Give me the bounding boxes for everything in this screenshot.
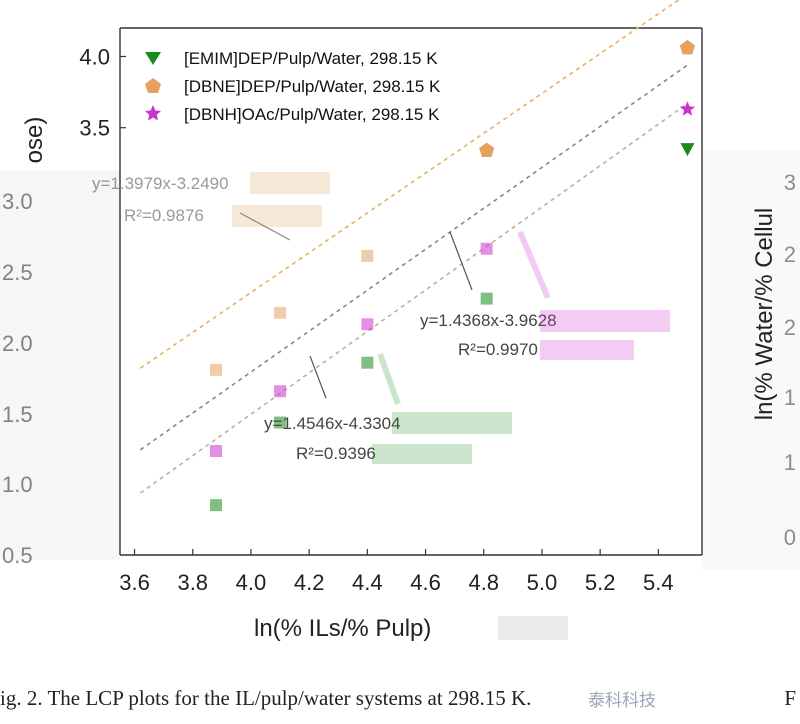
faded-point-g2-2 <box>361 356 374 369</box>
legend-marker-pentagon-icon <box>145 78 161 93</box>
faded-point-g0-0 <box>210 363 223 376</box>
legend-marker-star-icon <box>145 105 161 121</box>
data-point-s1-0 <box>479 142 495 157</box>
faded-point-g2-1 <box>274 416 287 429</box>
y-right-tick-label: 3 <box>784 170 796 195</box>
annotation-link-dbnh <box>517 230 551 300</box>
y-right-tick-label: 1 <box>784 450 796 475</box>
figure-caption: ig. 2. The LCP plots for the IL/pulp/wat… <box>0 674 800 724</box>
legend-item-dbnh: [DBNH]OAc/Pulp/Water, 298.15 K <box>145 105 440 124</box>
y-tick-label: 3.5 <box>79 116 110 141</box>
faded-points <box>210 242 493 512</box>
annotation-blur-emim <box>392 412 512 434</box>
faded-point-g0-2 <box>361 249 374 262</box>
x-tick-label: 5.0 <box>527 570 558 595</box>
legend-item-emim: [EMIM]DEP/Pulp/Water, 298.15 K <box>145 49 438 68</box>
x-tick-label: 5.4 <box>643 570 674 595</box>
annotation-eq-dbnh: y=1.4368x-3.9628 <box>420 311 557 330</box>
x-tick-label: 5.2 <box>585 570 616 595</box>
y-right-tick-label: 2 <box>784 315 796 340</box>
x-tick-label: 4.6 <box>410 570 441 595</box>
annotation-blur-dbnh-2 <box>540 340 634 360</box>
annotation-r2-dbne: R²=0.9876 <box>124 206 204 225</box>
annotation-arrow-dbnh <box>449 231 473 291</box>
y-tick-label: 4.0 <box>79 44 110 69</box>
legend-label-emim: [EMIM]DEP/Pulp/Water, 298.15 K <box>184 49 438 68</box>
data-points <box>479 39 696 157</box>
plot-frame <box>119 27 703 556</box>
annotation-eq-dbne: y=1.3979x-3.2490 <box>92 174 229 193</box>
annotations: y=1.3979x-3.2490 R²=0.9876 y=1.4368x-3.9… <box>92 172 670 464</box>
caption-trailing: F <box>784 686 796 710</box>
y-tick-label-faded: 3.0 <box>2 189 33 214</box>
overlay-panel <box>0 170 120 560</box>
x-axis-label: ln(% ILs/% Pulp) <box>254 615 431 642</box>
faded-point-g1-2 <box>361 318 374 331</box>
overlay-panel-right <box>702 150 800 570</box>
x-tick-label: 4.4 <box>352 570 383 595</box>
y-tick-label-faded: 1.5 <box>2 402 33 427</box>
y-tick-label-faded: 1.0 <box>2 472 33 497</box>
y-axis-ticks: 3.5 4.0 0.5 1.0 1.5 2.0 2.5 3.0 <box>2 44 126 568</box>
annotation-link-emim <box>377 352 401 406</box>
y-right-tick-label: 1 <box>784 385 796 410</box>
legend-item-dbne: [DBNE]DEP/Pulp/Water, 298.15 K <box>145 77 441 96</box>
faded-point-g0-1 <box>274 306 287 319</box>
annotation-blur-dbne <box>250 172 330 194</box>
data-point-s0-0 <box>680 143 695 157</box>
fit-line-0 <box>139 0 680 369</box>
faded-point-g1-3 <box>480 242 493 255</box>
y-right-tick-label: 2 <box>784 242 796 267</box>
faded-point-g2-0 <box>210 499 223 512</box>
annotation-blur-dbnh <box>540 310 670 332</box>
faded-point-g1-1 <box>274 385 287 398</box>
y-axis-right-ticks: 0 1 1 2 2 3 <box>784 170 796 550</box>
data-point-s2-0 <box>679 101 696 116</box>
legend-marker-triangle-icon <box>145 52 161 65</box>
x-tick-label: 3.8 <box>177 570 208 595</box>
fit-lines <box>139 0 688 494</box>
lcp-chart: 3.6 3.8 4.0 4.2 4.4 4.6 4.8 5.0 5.2 5.4 3.5 4.0 0.5… <box>0 0 800 642</box>
y-tick-label-faded: 0.5 <box>2 543 33 568</box>
annotation-r2-dbnh: R²=0.9970 <box>458 340 538 359</box>
legend-label-dbnh: [DBNH]OAc/Pulp/Water, 298.15 K <box>184 105 440 124</box>
faded-point-g1-0 <box>210 445 223 458</box>
y-right-tick-label: 0 <box>784 525 796 550</box>
x-tick-label: 4.8 <box>468 570 499 595</box>
fit-line-2 <box>139 102 688 494</box>
legend-label-dbne: [DBNE]DEP/Pulp/Water, 298.15 K <box>184 77 441 96</box>
x-tick-label: 4.2 <box>294 570 325 595</box>
caption-text: ig. 2. The LCP plots for the IL/pulp/wat… <box>0 686 532 710</box>
y-tick-label-faded: 2.0 <box>2 331 33 356</box>
caption-watermark: 泰科科技 <box>588 691 656 711</box>
x-axis-ticks: 3.6 3.8 4.0 4.2 4.4 4.6 4.8 5.0 5.2 5.4 <box>119 549 674 595</box>
y-axis-label-left-partial: ose) <box>21 117 48 164</box>
legend: [EMIM]DEP/Pulp/Water, 298.15 K [DBNE]DEP… <box>145 49 441 124</box>
data-point-s1-1 <box>679 39 696 55</box>
annotation-arrow-emim <box>309 355 327 399</box>
faded-point-g2-3 <box>480 292 493 305</box>
x-tick-label: 3.6 <box>119 570 150 595</box>
annotation-arrow-dbne <box>239 212 291 241</box>
annotation-r2-emim: R²=0.9396 <box>296 444 376 463</box>
x-tick-label: 4.0 <box>236 570 267 595</box>
y-tick-label-faded: 2.5 <box>2 260 33 285</box>
annotation-eq-emim: y=1.4546x-4.3304 <box>264 414 401 433</box>
y-axis-label-right: ln(% Water/% Cellul <box>751 208 778 421</box>
annotation-blur-emim-2 <box>372 444 472 464</box>
x-axis-label-blur <box>498 616 568 640</box>
